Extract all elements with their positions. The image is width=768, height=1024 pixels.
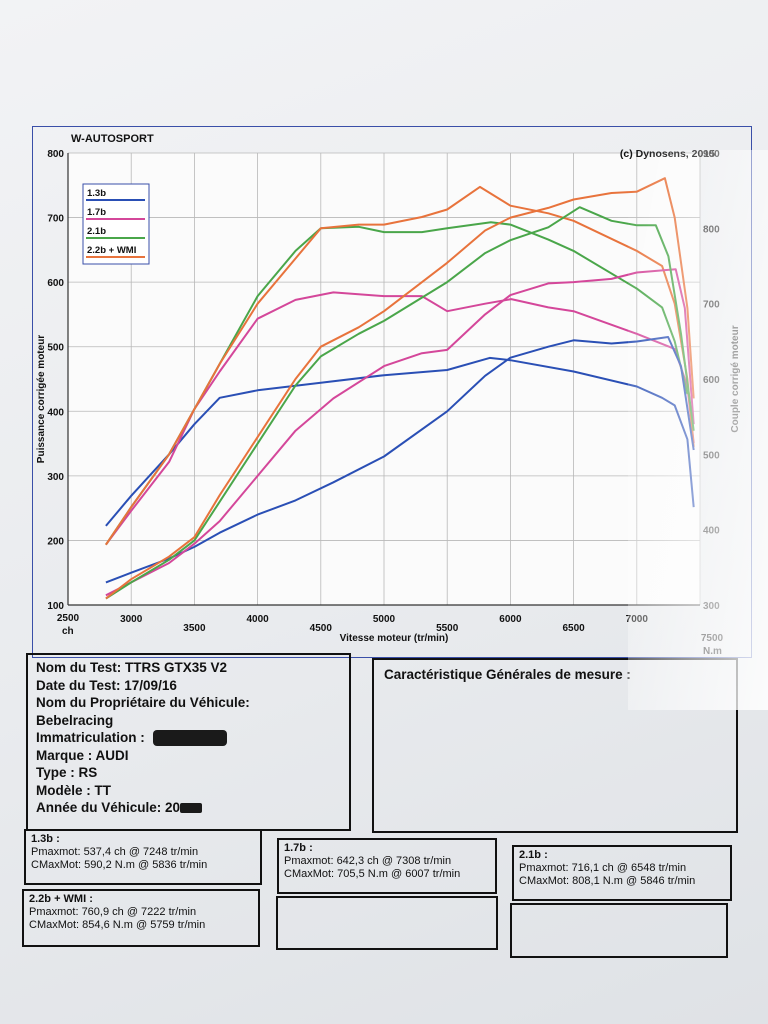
y-left-tick-label: 600 bbox=[47, 278, 64, 289]
copyright-header: (c) Dynosens, 2015 bbox=[620, 148, 715, 160]
summary-box-empty-2 bbox=[510, 903, 728, 958]
y-left-tick-label: 800 bbox=[47, 149, 64, 160]
dyno-chart: W-AUTOSPORT (c) Dynosens, 2015 2500 ch 3000 3… bbox=[36, 133, 741, 656]
y-right-tick-label: 900 bbox=[703, 149, 720, 160]
summary-title: 1.7b : bbox=[284, 842, 313, 854]
summary-pmax: Pmaxmot: 760,9 ch @ 7222 tr/min bbox=[29, 906, 197, 918]
type-row: Type : RS bbox=[36, 764, 349, 782]
brand-value: AUDI bbox=[95, 747, 129, 763]
registration-redaction bbox=[152, 730, 227, 747]
x-tick-label: 4500 bbox=[310, 623, 333, 634]
right-unit-label: N.m bbox=[703, 646, 722, 656]
legend-label: 1.3b bbox=[87, 188, 106, 199]
summary-cmax: CMaxMot: 705,5 N.m @ 6007 tr/min bbox=[284, 868, 461, 880]
y-right-tick-label: 300 bbox=[703, 601, 720, 612]
model-label: Modèle : bbox=[36, 782, 91, 798]
x-axis-label: Vitesse moteur (tr/min) bbox=[340, 633, 449, 644]
y-left-tick-label: 200 bbox=[47, 536, 64, 547]
type-label: Type : bbox=[36, 765, 75, 780]
year-redaction bbox=[180, 803, 203, 814]
year-prefix: 20 bbox=[165, 800, 181, 815]
y-right-axis-label: Couple corrigé moteur bbox=[730, 325, 741, 432]
test-info-box: Nom du Test: TTRS GTX35 V2 Date du Test:… bbox=[26, 653, 351, 831]
summary-box-empty-1 bbox=[276, 896, 498, 950]
y-right-tick-label: 700 bbox=[703, 300, 720, 311]
y-left-tick-label: 400 bbox=[47, 407, 64, 418]
test-date-value: 17/09/16 bbox=[124, 677, 177, 693]
y-right-tick-label: 600 bbox=[703, 375, 720, 386]
general-box: Caractéristique Générales de mesure : bbox=[372, 658, 738, 833]
summary-pmax: Pmaxmot: 642,3 ch @ 7308 tr/min bbox=[284, 855, 452, 867]
x-tick-label: 3500 bbox=[183, 623, 206, 634]
left-unit-label: ch bbox=[62, 626, 74, 637]
brand-label: Marque : bbox=[36, 747, 93, 763]
x-tick-label: 7000 bbox=[626, 614, 649, 625]
legend-label: 1.7b bbox=[87, 207, 106, 218]
type-value: RS bbox=[78, 765, 98, 780]
x-tick-label: 3000 bbox=[120, 614, 143, 625]
brand-row: Marque : AUDI bbox=[36, 747, 349, 765]
summary-title: 1.3b : bbox=[31, 833, 60, 845]
brand-header: W-AUTOSPORT bbox=[71, 133, 154, 145]
legend-label: 2.1b bbox=[87, 226, 106, 237]
summary-title: 2.1b : bbox=[519, 849, 548, 861]
x-tick-label: 7500 bbox=[701, 633, 724, 644]
model-row: Modèle : TT bbox=[36, 782, 349, 800]
summary-title: 2.2b + WMI : bbox=[29, 893, 93, 905]
year-label: Année du Véhicule: bbox=[36, 800, 162, 815]
y-left-tick-label: 500 bbox=[47, 343, 64, 354]
test-date-label: Date du Test: bbox=[36, 677, 121, 693]
general-title: Caractéristique Générales de mesure : bbox=[384, 667, 631, 682]
x-tick-label: 5500 bbox=[436, 623, 459, 634]
summary-cmax: CMaxMot: 590,2 N.m @ 5836 tr/min bbox=[31, 859, 208, 871]
summary-box-1-7b: 1.7b : Pmaxmot: 642,3 ch @ 7308 tr/min C… bbox=[277, 838, 497, 894]
test-date-row: Date du Test: 17/09/16 bbox=[36, 677, 349, 695]
summary-box-1-3b: 1.3b : Pmaxmot: 537,4 ch @ 7248 tr/min C… bbox=[24, 829, 262, 885]
y-left-tick-label: 100 bbox=[47, 601, 64, 612]
summary-box-2-2b-wmi: 2.2b + WMI : Pmaxmot: 760,9 ch @ 7222 tr… bbox=[22, 889, 260, 947]
y-left-axis-label: Puissance corrigée moteur bbox=[36, 335, 47, 463]
chart-frame: W-AUTOSPORT (c) Dynosens, 2015 2500 ch 3000 3… bbox=[32, 126, 752, 658]
owner-label: Nom du Propriétaire du Véhicule: bbox=[36, 695, 250, 710]
year-row: Année du Véhicule: 20 bbox=[36, 799, 349, 817]
x-tick-label: 4000 bbox=[246, 614, 269, 625]
summary-box-2-1b: 2.1b : Pmaxmot: 716,1 ch @ 6548 tr/min C… bbox=[512, 845, 732, 901]
registration-label: Immatriculation : bbox=[36, 730, 145, 745]
summary-pmax: Pmaxmot: 716,1 ch @ 6548 tr/min bbox=[519, 862, 687, 874]
owner-value: Bebelracing bbox=[36, 712, 114, 728]
legend-label: 2.2b + WMI bbox=[87, 245, 136, 256]
registration-row: Immatriculation : bbox=[36, 729, 349, 747]
y-left-tick-label: 700 bbox=[47, 214, 64, 225]
y-right-tick-label: 500 bbox=[703, 450, 720, 461]
legend-box bbox=[82, 183, 150, 265]
test-name-label: Nom du Test: bbox=[36, 660, 122, 675]
y-left-tick-label: 300 bbox=[47, 472, 64, 483]
y-right-tick-label: 400 bbox=[703, 526, 720, 537]
summary-pmax: Pmaxmot: 537,4 ch @ 7248 tr/min bbox=[31, 846, 199, 858]
model-value: TT bbox=[94, 782, 112, 798]
y-right-tick-label: 800 bbox=[703, 224, 720, 235]
summary-cmax: CMaxMot: 854,6 N.m @ 5759 tr/min bbox=[29, 919, 206, 931]
x-tick-label: 2500 bbox=[57, 613, 80, 624]
test-name-value: TTRS GTX35 V2 bbox=[125, 660, 228, 675]
x-tick-label: 6500 bbox=[562, 623, 585, 634]
x-tick-label: 5000 bbox=[373, 614, 396, 625]
test-name-row: Nom du Test: TTRS GTX35 V2 bbox=[36, 659, 349, 677]
summary-cmax: CMaxMot: 808,1 N.m @ 5846 tr/min bbox=[519, 875, 696, 887]
x-tick-label: 6000 bbox=[499, 614, 522, 625]
